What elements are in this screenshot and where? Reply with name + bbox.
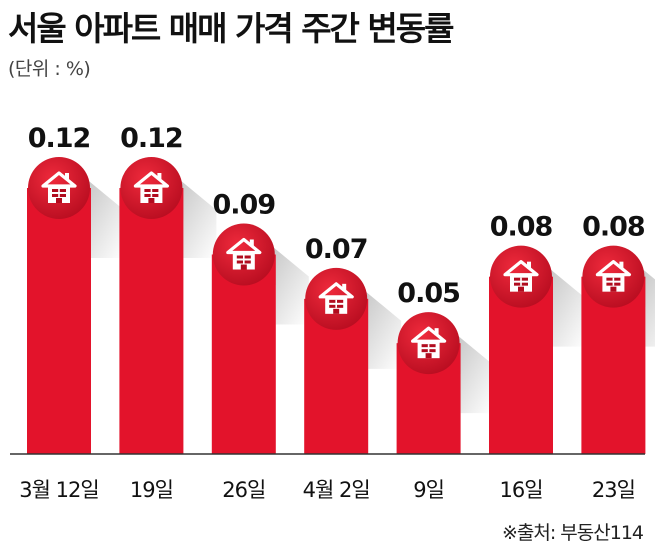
value-label: 0.05 xyxy=(397,278,460,309)
value-label: 0.09 xyxy=(212,190,275,221)
bar xyxy=(27,188,91,454)
house-icon xyxy=(133,171,169,203)
bar-group xyxy=(304,267,402,454)
house-icon xyxy=(226,237,262,270)
bar-group xyxy=(489,245,586,454)
house-icon xyxy=(503,260,539,292)
chart-title: 서울 아파트 매매 가격 주간 변동률 xyxy=(8,9,454,48)
value-label: 0.12 xyxy=(120,123,183,154)
bar-group xyxy=(119,157,217,454)
bar-group xyxy=(27,157,124,454)
value-label: 0.07 xyxy=(305,234,368,265)
x-tick-label: 4월 2일 xyxy=(303,478,370,502)
source-note: ※출처: 부동산114 xyxy=(501,522,644,544)
x-tick-label: 23일 xyxy=(592,478,635,502)
x-tick-label: 3월 12일 xyxy=(19,478,98,502)
house-icon xyxy=(411,326,447,359)
bar xyxy=(211,254,276,454)
value-label: 0.08 xyxy=(490,212,553,243)
bar-group xyxy=(581,245,655,454)
bar xyxy=(119,188,184,454)
bar-group xyxy=(211,223,309,454)
value-label: 0.12 xyxy=(28,123,91,154)
x-tick-label: 26일 xyxy=(222,478,265,502)
house-icon xyxy=(595,260,632,292)
x-tick-label: 16일 xyxy=(499,478,542,502)
bar-group xyxy=(396,312,494,454)
value-label: 0.08 xyxy=(582,212,645,243)
unit-label: (단위 : %) xyxy=(8,58,91,80)
x-tick-label: 19일 xyxy=(130,478,173,502)
bar-shadow xyxy=(621,251,655,347)
house-icon xyxy=(318,282,354,314)
x-tick-label: 9일 xyxy=(413,478,444,502)
house-icon xyxy=(41,171,77,203)
